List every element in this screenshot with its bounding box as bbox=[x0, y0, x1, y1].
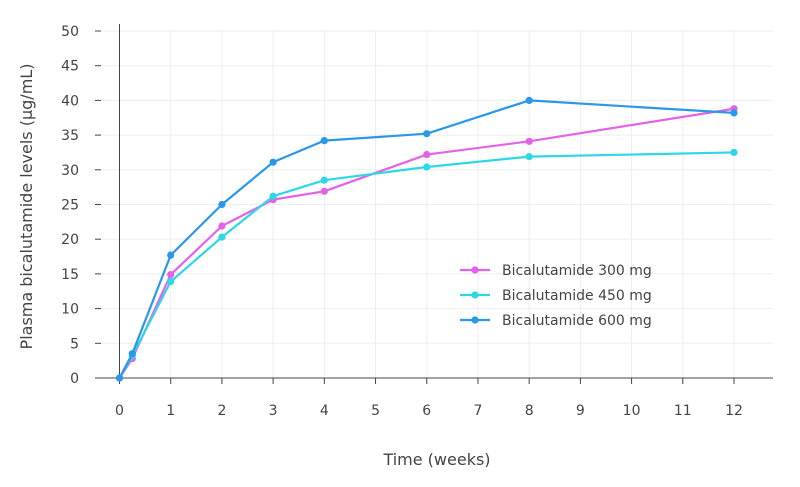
data-point bbox=[320, 187, 328, 195]
legend-swatch-marker bbox=[471, 291, 479, 299]
y-tick-label: 40 bbox=[61, 93, 79, 109]
series-2 bbox=[115, 148, 738, 382]
data-point bbox=[525, 153, 533, 161]
y-tick-label: 5 bbox=[70, 336, 79, 352]
legend-item[interactable]: Bicalutamide 300 mg bbox=[460, 263, 652, 279]
legend-label: Bicalutamide 300 mg bbox=[502, 263, 652, 279]
y-tick-label: 30 bbox=[61, 163, 79, 179]
y-tick-label: 35 bbox=[61, 128, 79, 144]
x-tick-label: 1 bbox=[166, 403, 175, 419]
x-tick-label: 4 bbox=[320, 403, 329, 419]
data-point bbox=[423, 130, 431, 138]
legend-label: Bicalutamide 450 mg bbox=[502, 288, 652, 304]
gridlines bbox=[101, 30, 773, 378]
y-tick-label: 10 bbox=[61, 302, 79, 318]
x-tick-label: 2 bbox=[217, 403, 226, 419]
x-tick-label: 11 bbox=[674, 403, 692, 419]
x-tick-label: 3 bbox=[269, 403, 278, 419]
data-point bbox=[423, 163, 431, 171]
legend-item[interactable]: Bicalutamide 450 mg bbox=[460, 288, 652, 304]
y-tick-label: 15 bbox=[61, 267, 79, 283]
data-point bbox=[167, 251, 175, 259]
data-point bbox=[167, 277, 175, 286]
series-3 bbox=[115, 96, 738, 382]
y-axis-title: Plasma bicalutamide levels (µg/mL) bbox=[17, 64, 36, 350]
x-tick-label: 5 bbox=[371, 403, 380, 419]
legend-swatch-marker bbox=[471, 266, 479, 274]
y-tick-label: 45 bbox=[61, 59, 79, 75]
y-tick-label: 20 bbox=[61, 232, 79, 248]
legend-label: Bicalutamide 600 mg bbox=[502, 313, 652, 329]
data-point bbox=[115, 374, 124, 382]
x-tick-label: 9 bbox=[576, 403, 585, 419]
x-tick-label: 12 bbox=[725, 403, 743, 419]
y-tick-label: 25 bbox=[61, 198, 79, 214]
data-point bbox=[525, 96, 533, 104]
data-point bbox=[218, 222, 226, 230]
x-axis-title: Time (weeks) bbox=[382, 450, 490, 469]
data-point bbox=[320, 137, 328, 145]
x-tick-label: 7 bbox=[473, 403, 482, 419]
y-tick-label: 50 bbox=[61, 24, 79, 40]
x-tick-label: 10 bbox=[623, 403, 641, 419]
legend[interactable]: Bicalutamide 300 mg Bicalutamide 450 mg Bi… bbox=[460, 263, 652, 329]
data-point bbox=[167, 270, 175, 279]
data-point bbox=[525, 137, 533, 145]
data-point bbox=[423, 150, 431, 159]
y-tick-label: 0 bbox=[70, 371, 79, 387]
data-point bbox=[128, 350, 136, 358]
data-point bbox=[320, 176, 328, 184]
x-tick-label: 8 bbox=[525, 403, 534, 419]
legend-item[interactable]: Bicalutamide 600 mg bbox=[460, 313, 652, 329]
data-point bbox=[730, 109, 738, 117]
data-point bbox=[269, 192, 277, 200]
data-point bbox=[218, 233, 226, 241]
x-tick-label: 6 bbox=[422, 403, 431, 419]
legend-swatch-marker bbox=[471, 316, 479, 324]
x-tick-label: 0 bbox=[115, 403, 124, 419]
series-lines bbox=[115, 96, 738, 382]
data-point bbox=[269, 158, 277, 166]
data-point bbox=[730, 148, 738, 157]
data-point bbox=[218, 200, 226, 209]
